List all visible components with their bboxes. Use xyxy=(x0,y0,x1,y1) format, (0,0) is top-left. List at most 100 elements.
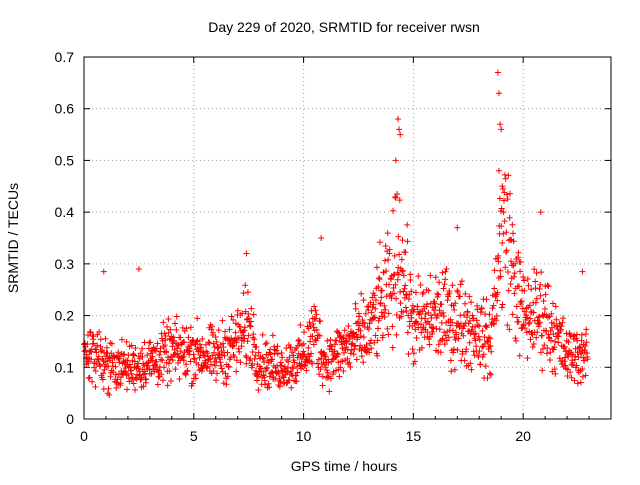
data-point xyxy=(243,360,250,367)
data-point xyxy=(520,274,527,281)
data-point xyxy=(220,380,227,387)
data-point xyxy=(154,340,161,347)
data-point xyxy=(352,300,359,307)
data-point xyxy=(300,340,307,347)
data-point xyxy=(375,317,382,324)
data-point xyxy=(389,323,396,330)
data-point xyxy=(451,306,458,313)
data-point xyxy=(266,373,273,380)
data-point xyxy=(412,326,419,333)
data-point xyxy=(271,346,278,353)
data-point xyxy=(124,386,131,393)
data-point xyxy=(574,380,581,387)
data-point xyxy=(102,353,109,360)
data-point xyxy=(557,326,564,333)
data-point xyxy=(517,268,524,275)
data-point xyxy=(498,223,505,230)
data-point xyxy=(568,374,575,381)
data-point xyxy=(410,360,417,367)
data-point xyxy=(470,315,477,322)
data-point xyxy=(102,335,109,342)
data-point xyxy=(439,269,446,276)
data-point xyxy=(345,323,352,330)
data-point xyxy=(537,209,544,216)
data-point xyxy=(475,333,482,340)
data-point xyxy=(144,352,151,359)
data-point xyxy=(165,315,172,322)
data-point xyxy=(319,373,326,380)
data-point xyxy=(490,320,497,327)
data-point xyxy=(487,343,494,350)
data-point xyxy=(511,270,518,277)
data-point xyxy=(205,339,212,346)
data-point xyxy=(334,329,341,336)
data-point xyxy=(509,311,516,318)
data-point xyxy=(384,325,391,332)
data-point xyxy=(397,300,404,307)
data-point xyxy=(468,299,475,306)
data-point xyxy=(393,331,400,338)
data-point xyxy=(521,277,528,284)
data-point xyxy=(366,320,373,327)
data-point xyxy=(417,321,424,328)
data-point xyxy=(556,355,563,362)
data-point xyxy=(87,329,94,336)
data-point xyxy=(202,341,209,348)
data-point xyxy=(245,310,252,317)
data-point xyxy=(448,368,455,375)
data-point xyxy=(117,374,124,381)
data-point xyxy=(99,376,106,383)
data-point xyxy=(452,336,459,343)
data-point xyxy=(265,380,272,387)
data-point xyxy=(381,309,388,316)
data-point xyxy=(274,351,281,358)
data-point xyxy=(418,329,425,336)
data-point xyxy=(443,266,450,273)
data-point xyxy=(213,377,220,384)
data-point xyxy=(145,345,152,352)
data-point xyxy=(233,339,240,346)
data-point xyxy=(277,379,284,386)
data-point xyxy=(399,237,406,244)
data-point xyxy=(400,309,407,316)
data-point xyxy=(100,370,107,377)
data-point xyxy=(547,328,554,335)
data-point xyxy=(539,367,546,374)
data-point xyxy=(279,354,286,361)
data-point xyxy=(241,327,248,334)
data-point xyxy=(383,268,390,275)
data-point xyxy=(100,268,107,275)
data-point xyxy=(361,319,368,326)
data-point xyxy=(407,277,414,284)
data-point xyxy=(404,221,411,228)
data-point xyxy=(117,380,124,387)
data-point xyxy=(113,384,120,391)
data-point xyxy=(451,366,458,373)
data-point xyxy=(399,267,406,274)
data-point xyxy=(541,305,548,312)
data-point xyxy=(208,326,215,333)
data-point xyxy=(251,336,258,343)
data-point xyxy=(496,195,503,202)
data-point xyxy=(548,310,555,317)
data-point xyxy=(460,332,467,339)
data-point xyxy=(85,331,92,338)
data-point xyxy=(286,354,293,361)
data-point xyxy=(411,358,418,365)
data-point xyxy=(432,311,439,318)
data-point xyxy=(583,326,590,333)
data-point xyxy=(446,290,453,297)
data-point xyxy=(462,290,469,297)
data-point xyxy=(292,372,299,379)
data-point xyxy=(477,361,484,368)
data-point xyxy=(201,352,208,359)
x-tick-label: 10 xyxy=(296,428,312,444)
data-point xyxy=(447,316,454,323)
data-point xyxy=(283,380,290,387)
data-point xyxy=(413,334,420,341)
data-point xyxy=(325,359,332,366)
data-point xyxy=(418,344,425,351)
data-point xyxy=(409,346,416,353)
data-point xyxy=(505,287,512,294)
